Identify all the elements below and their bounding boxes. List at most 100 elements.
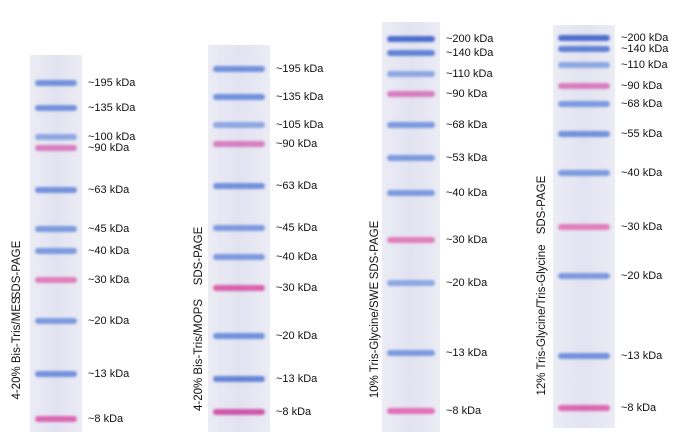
- band: [35, 187, 77, 193]
- band-label: ~45 kDa: [276, 222, 318, 234]
- band-label: ~53 kDa: [446, 152, 488, 164]
- band: [387, 50, 435, 56]
- gel-caption: 4-20% Bis-Tris/MES: [11, 296, 23, 399]
- band-label: ~135 kDa: [88, 102, 136, 114]
- band: [387, 71, 435, 77]
- gel-caption: 4-20% Bis-Tris/MOPS: [193, 299, 205, 411]
- band-label: ~8 kDa: [276, 406, 312, 418]
- band: [35, 145, 77, 151]
- band: [213, 122, 265, 128]
- band: [35, 80, 77, 86]
- band-label: ~90 kDa: [446, 88, 488, 100]
- band: [387, 237, 435, 243]
- band-label: ~200 kDa: [621, 32, 669, 44]
- band-label: ~20 kDa: [621, 270, 663, 282]
- band-label: ~90 kDa: [621, 80, 663, 92]
- band-label: ~40 kDa: [276, 251, 318, 263]
- gel-method: SDS-PAGE: [193, 226, 205, 285]
- band-label: ~20 kDa: [446, 277, 488, 289]
- band-label: ~195 kDa: [276, 63, 324, 75]
- band-label: ~110 kDa: [621, 59, 668, 71]
- band-label: ~63 kDa: [88, 184, 130, 196]
- band-label: ~8 kDa: [88, 413, 124, 425]
- band: [213, 183, 265, 189]
- band: [213, 409, 265, 415]
- band: [213, 94, 265, 100]
- band: [387, 91, 435, 97]
- band-label: ~8 kDa: [446, 405, 482, 417]
- gel-panel: 4-20% Bis-Tris/MOPS SDS-PAGE ~195 kDa ~135 …: [193, 45, 324, 432]
- band: [387, 36, 435, 42]
- band: [558, 46, 610, 52]
- band: [558, 405, 610, 411]
- band: [387, 155, 435, 161]
- gel-method: SDS-PAGE: [369, 220, 381, 279]
- band: [387, 350, 435, 356]
- gel-lane: [30, 55, 82, 432]
- gel-lane: [382, 22, 440, 432]
- band: [35, 318, 77, 324]
- band-label: ~100 kDa: [88, 131, 136, 143]
- gel-lane: [208, 45, 270, 432]
- band: [558, 62, 610, 68]
- band-label: ~30 kDa: [446, 234, 488, 246]
- band: [558, 224, 610, 230]
- gel-caption: 12% Tris-Glycine/Tris-Glycine: [536, 244, 548, 395]
- band-label: ~20 kDa: [88, 315, 130, 327]
- band: [213, 254, 265, 260]
- band-label: ~68 kDa: [446, 119, 488, 131]
- band: [558, 131, 610, 137]
- band: [387, 190, 435, 196]
- band: [35, 416, 77, 422]
- band: [213, 376, 265, 382]
- band-label: ~40 kDa: [88, 245, 130, 257]
- band-label: ~140 kDa: [446, 47, 494, 59]
- band-label: ~90 kDa: [88, 142, 130, 154]
- band: [35, 226, 77, 232]
- band: [35, 134, 77, 140]
- band: [558, 101, 610, 107]
- band-label: ~30 kDa: [276, 282, 318, 294]
- band: [213, 225, 265, 231]
- band: [558, 170, 610, 176]
- band-label: ~30 kDa: [621, 221, 663, 233]
- band: [213, 66, 265, 72]
- band: [35, 371, 77, 377]
- band-label: ~8 kDa: [621, 402, 657, 414]
- band: [35, 105, 77, 111]
- band-label: ~90 kDa: [276, 138, 318, 150]
- band-label: ~13 kDa: [446, 347, 488, 359]
- band-label: ~200 kDa: [446, 33, 494, 45]
- band-label: ~13 kDa: [621, 350, 663, 362]
- band: [213, 141, 265, 147]
- band: [35, 277, 77, 283]
- band: [387, 122, 435, 128]
- band: [558, 35, 610, 41]
- band: [558, 83, 610, 89]
- gel-panel: 12% Tris-Glycine/Tris-Glycine SDS-PAGE ~20…: [536, 25, 669, 428]
- gel-method: SDS-PAGE: [11, 240, 23, 299]
- band-label: ~13 kDa: [88, 368, 130, 380]
- band-label: ~13 kDa: [276, 373, 318, 385]
- band-label: ~140 kDa: [621, 43, 669, 55]
- band-label: ~40 kDa: [446, 187, 488, 199]
- band-label: ~40 kDa: [621, 167, 663, 179]
- band: [387, 408, 435, 414]
- band-label: ~20 kDa: [276, 330, 318, 342]
- band-label: ~63 kDa: [276, 180, 318, 192]
- band: [35, 248, 77, 254]
- band: [213, 333, 265, 339]
- band-label: ~195 kDa: [88, 77, 136, 89]
- band-label: ~110 kDa: [446, 68, 493, 80]
- band: [558, 273, 610, 279]
- band: [558, 353, 610, 359]
- gel-panel: 10% Tris-Glycine/SWE SDS-PAGE ~200 kDa ~140…: [369, 22, 494, 432]
- band-label: ~45 kDa: [88, 223, 130, 235]
- gel-method: SDS-PAGE: [536, 175, 548, 234]
- gel-caption: 10% Tris-Glycine/SWE: [369, 282, 381, 399]
- band-label: ~135 kDa: [276, 91, 324, 103]
- band-label: ~105 kDa: [276, 119, 324, 131]
- band-label: ~55 kDa: [621, 128, 663, 140]
